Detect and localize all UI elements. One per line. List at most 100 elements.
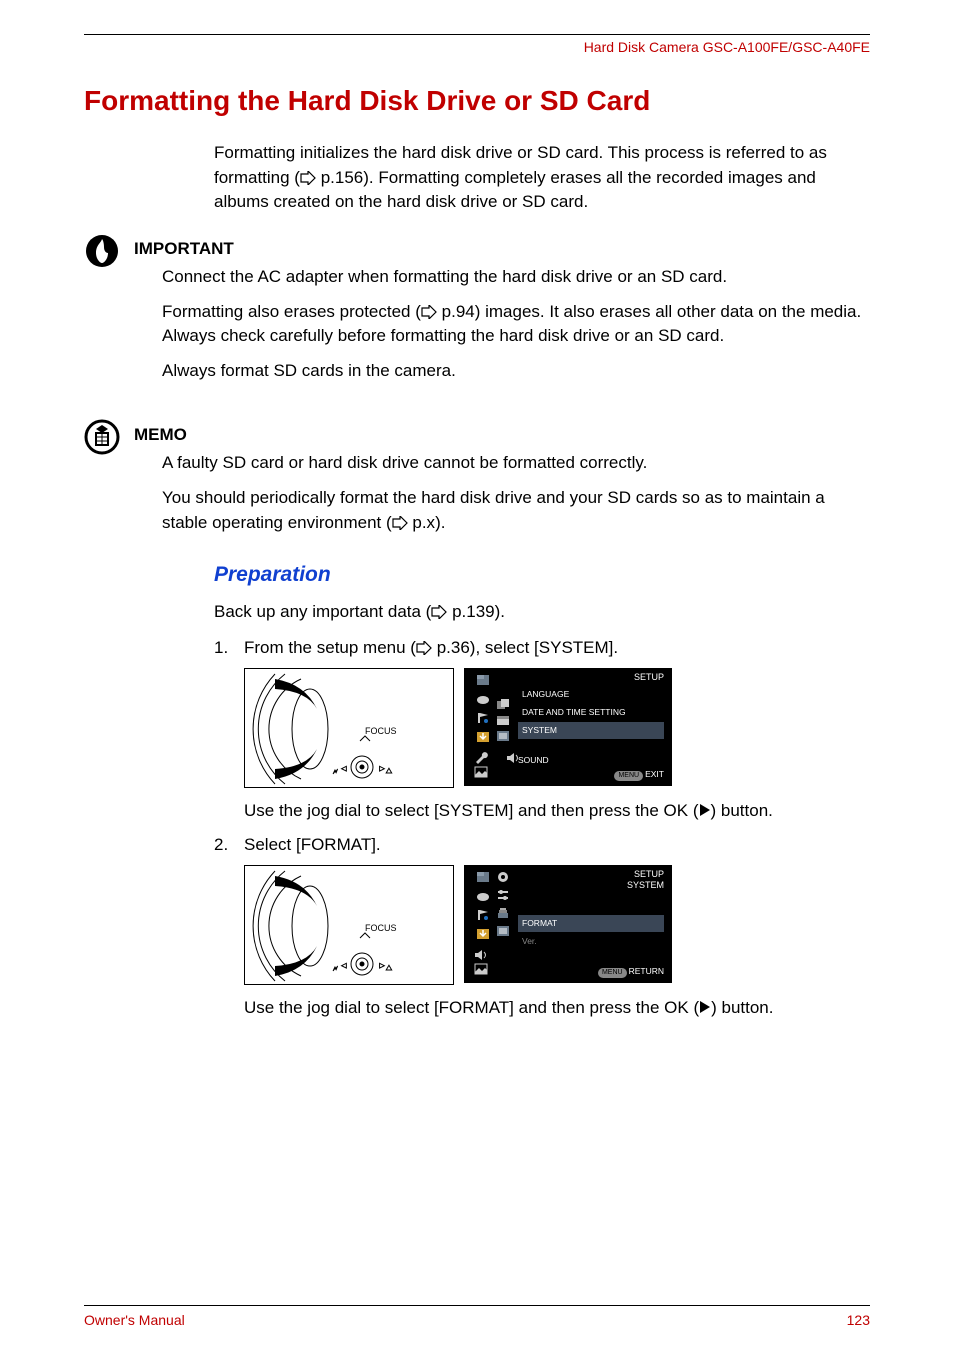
page: Hard Disk Camera GSC-A100FE/GSC-A40FE Fo… (0, 0, 954, 1352)
backup-a: Back up any important data ( (214, 602, 431, 621)
play-icon (699, 803, 711, 817)
step1-a: From the setup menu ( (244, 638, 416, 657)
preparation-heading: Preparation (214, 563, 870, 587)
preparation-body: Back up any important data ( p.139). 1. … (214, 599, 870, 1021)
memo-p2: You should periodically format the hard … (162, 486, 870, 535)
backup-b: ). (495, 602, 505, 621)
screen1-item-datetime: DATE AND TIME SETTING (518, 704, 664, 721)
svg-text:⛰: ⛰ (386, 768, 392, 775)
important-p1: Connect the AC adapter when formatting t… (162, 265, 870, 290)
svg-text:🗲: 🗲 (333, 769, 338, 776)
play-icon (699, 1000, 711, 1014)
list-icon (496, 730, 510, 742)
overlap-icon (496, 698, 510, 710)
intro-paragraph: Formatting initializes the hard disk dri… (214, 141, 870, 215)
arrow-icon (416, 641, 432, 655)
tab-icon (476, 871, 490, 883)
memo-p2-ref: p.x (412, 513, 435, 532)
speaker-icon (474, 949, 488, 961)
step-1: 1. From the setup menu ( p.36), select [… (214, 635, 870, 661)
important-icon (84, 233, 120, 269)
screen2-menu: FORMAT Ver. (518, 915, 664, 951)
svg-text:◄: ◄ (340, 961, 348, 970)
return-label: RETURN (629, 966, 664, 976)
svg-text:🗲: 🗲 (333, 966, 338, 973)
memo-text: A faulty SD card or hard disk drive cann… (162, 451, 870, 535)
important-p2-a: Formatting also erases protected ( (162, 302, 421, 321)
intro-ref: p.156 (321, 168, 364, 187)
screen1-title: SETUP (634, 672, 664, 683)
list-icon (496, 925, 510, 937)
setup-screen-2: SETUP SYSTEM (464, 865, 672, 983)
arrow-icon (300, 171, 316, 185)
step2-after-a: Use the jog dial to select [FORMAT] and … (244, 998, 699, 1017)
section-title: Formatting the Hard Disk Drive or SD Car… (84, 85, 870, 117)
screen1-item-sound: SOUND (518, 754, 549, 767)
screen2-corner-icon (474, 963, 488, 980)
footer-left: Owner's Manual (84, 1312, 185, 1328)
screen2-item-ver: Ver. (518, 933, 664, 950)
screen2-title-a: SETUP (634, 869, 664, 879)
memo-p2-a: You should periodically format the hard … (162, 488, 825, 532)
screen1-bottom-icons (474, 752, 520, 764)
svg-text:⛰: ⛰ (386, 965, 392, 972)
download-icon (476, 731, 490, 743)
screen1-mid-icons (496, 698, 510, 742)
arrow-icon (421, 305, 437, 319)
step1-b: ), select [SYSTEM]. (470, 638, 618, 657)
step1-after-a: Use the jog dial to select [SYSTEM] and … (244, 801, 699, 820)
tab-icon (476, 674, 490, 686)
important-p2-ref: p.94 (442, 302, 475, 321)
screen1-bottom-label: MENUEXIT (614, 768, 664, 782)
picture-icon (474, 963, 488, 975)
step-2-text: Select [FORMAT]. (244, 832, 870, 858)
setup-screen-1: SETUP (464, 668, 672, 786)
screen1-item-system: SYSTEM (518, 722, 664, 739)
flag-icon (476, 909, 490, 921)
gear-icon (496, 871, 510, 883)
screen1-left-icons (476, 674, 490, 743)
menu-pill: MENU (614, 771, 643, 782)
svg-text:►: ► (378, 961, 386, 970)
step1-ref: p.36 (437, 638, 470, 657)
jog-dial-illustration: FOCUS ◄ ► 🗲 ⛰ (244, 668, 454, 788)
intro-block: Formatting initializes the hard disk dri… (214, 141, 870, 215)
footer: Owner's Manual 123 (84, 1305, 870, 1328)
svg-text:◄: ◄ (340, 764, 348, 773)
step-2-num: 2. (214, 832, 244, 858)
screen2-mid-icons (496, 871, 510, 937)
important-callout: IMPORTANT Connect the AC adapter when fo… (84, 233, 870, 394)
step1-after: Use the jog dial to select [SYSTEM] and … (244, 798, 870, 824)
wrench-icon (474, 752, 488, 764)
memo-icon (84, 419, 120, 455)
memo-p1: A faulty SD card or hard disk drive cann… (162, 451, 870, 476)
screen2-title: SETUP SYSTEM (627, 869, 664, 891)
svg-text:FOCUS: FOCUS (365, 923, 397, 933)
cloud-icon (476, 890, 490, 902)
screen1-corner-icon (474, 766, 488, 783)
focus-label: FOCUS (365, 726, 397, 736)
step1-screens: FOCUS ◄ ► 🗲 ⛰ SETUP (244, 668, 870, 788)
arrow-icon (431, 605, 447, 619)
backup-ref: p.139 (452, 602, 495, 621)
important-p2: Formatting also erases protected ( p.94)… (162, 300, 870, 349)
important-heading: IMPORTANT (134, 239, 870, 259)
step-2: 2. Select [FORMAT]. (214, 832, 870, 858)
exit-label: EXIT (645, 769, 664, 779)
running-head: Hard Disk Camera GSC-A100FE/GSC-A40FE (84, 39, 870, 55)
important-p3: Always format SD cards in the camera. (162, 359, 870, 384)
memo-heading: MEMO (134, 425, 870, 445)
stack-icon (496, 907, 510, 919)
slider-icon (496, 889, 510, 901)
header-rule (84, 34, 870, 35)
screen2-bottom-label: MENURETURN (598, 965, 664, 979)
step2-screens: FOCUS ◄ ► 🗲 ⛰ SETUP SYSTEM (244, 865, 870, 985)
step2-after-b: ) button. (711, 998, 773, 1017)
memo-p2-b: ). (435, 513, 445, 532)
step2-after: Use the jog dial to select [FORMAT] and … (244, 995, 870, 1021)
important-body: IMPORTANT Connect the AC adapter when fo… (134, 233, 870, 394)
step1-after-b: ) button. (711, 801, 773, 820)
date-icon (496, 714, 510, 726)
arrow-icon (392, 516, 408, 530)
download-icon (476, 928, 490, 940)
